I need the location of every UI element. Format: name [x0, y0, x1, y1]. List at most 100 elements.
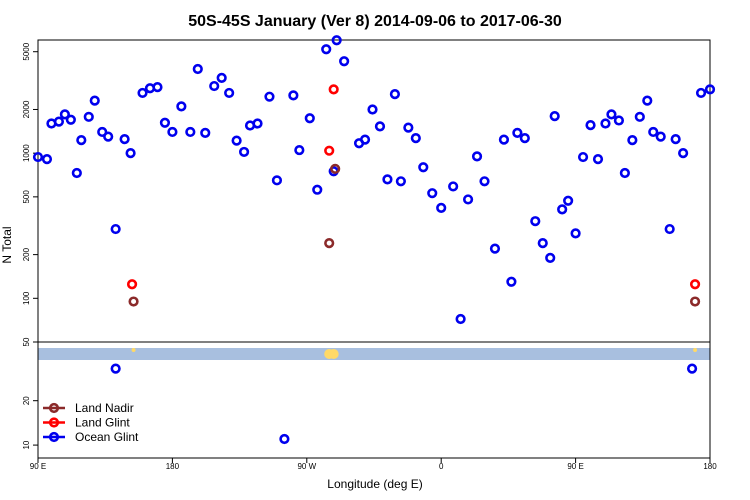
data-point-ocean-glint: [664, 223, 675, 235]
data-point-ocean-glint: [59, 109, 70, 120]
legend-label: Land Glint: [75, 416, 130, 430]
data-point-ocean-glint: [455, 313, 466, 325]
y-tick-label: 20: [22, 396, 31, 405]
band-marker: [693, 348, 698, 352]
data-point-ocean-glint: [288, 90, 299, 101]
data-point-ocean-glint: [71, 167, 82, 179]
y-tick-label: 50: [22, 337, 31, 346]
data-point-ocean-glint: [209, 80, 220, 92]
lower-panel-band: [38, 348, 710, 360]
data-point-ocean-glint: [642, 95, 653, 106]
x-axis-label: Longitude (deg E): [327, 477, 422, 491]
data-point-ocean-glint: [32, 151, 44, 163]
band-marker: [131, 348, 136, 352]
data-point-ocean-glint: [374, 121, 386, 132]
band-marker: [328, 349, 339, 359]
data-point-ocean-glint: [530, 216, 541, 227]
data-point-ocean-glint: [648, 126, 659, 138]
data-point-ocean-glint: [418, 162, 429, 173]
lower-panel-band-layer: [38, 348, 710, 360]
data-point-ocean-glint: [686, 363, 698, 374]
data-point-ocean-glint: [389, 89, 401, 100]
data-point-land-nadir: [330, 163, 341, 174]
data-point-ocean-glint: [585, 120, 596, 131]
data-point-ocean-glint: [119, 133, 130, 145]
data-point-land-glint: [324, 145, 335, 156]
data-point-ocean-glint: [489, 243, 501, 254]
data-point-ocean-glint: [479, 176, 490, 187]
y-tick-label: 5000: [22, 42, 31, 60]
data-point-ocean-glint: [367, 104, 378, 115]
data-point-ocean-glint: [312, 184, 323, 195]
data-point-ocean-glint: [231, 135, 242, 146]
y-tick-label: 10: [22, 440, 31, 449]
data-point-ocean-glint: [200, 127, 211, 138]
data-point-ocean-glint: [279, 433, 290, 445]
data-point-ocean-glint: [65, 114, 76, 125]
data-point-ocean-glint: [627, 135, 638, 146]
data-point-ocean-glint: [655, 131, 666, 142]
data-point-ocean-glint: [519, 132, 530, 144]
data-point-ocean-glint: [159, 117, 171, 128]
x-tick-label: 180: [166, 462, 180, 471]
y-tick-label: 100: [22, 291, 31, 305]
data-point-ocean-glint: [216, 72, 227, 84]
lower-panel-frame: [37, 341, 711, 459]
data-point-ocean-glint: [125, 148, 136, 159]
data-points: [32, 35, 716, 445]
data-point-ocean-glint: [498, 134, 510, 145]
data-point-ocean-glint: [339, 56, 350, 67]
data-point-ocean-glint: [294, 144, 305, 156]
panel-frames: [37, 39, 711, 459]
y-tick-label: 200: [22, 247, 31, 261]
legend-marker: [48, 402, 60, 414]
legend-marker: [48, 431, 60, 443]
y-tick-label: 1000: [22, 144, 31, 162]
data-point-ocean-glint: [41, 154, 53, 165]
y-tick-label: 2000: [22, 100, 31, 118]
data-point-ocean-glint: [563, 195, 574, 206]
data-point-land-nadir: [128, 296, 139, 307]
data-point-ocean-glint: [331, 35, 342, 46]
data-point-ocean-glint: [436, 202, 447, 213]
legend-label: Ocean Glint: [75, 430, 139, 444]
legend-label: Land Nadir: [75, 401, 134, 415]
data-point-land-nadir: [324, 238, 335, 249]
data-point-ocean-glint: [103, 131, 114, 142]
data-point-ocean-glint: [110, 223, 121, 235]
data-point-ocean-glint: [359, 134, 371, 145]
x-tick-label: 90 W: [297, 462, 316, 471]
data-point-ocean-glint: [271, 175, 283, 186]
data-point-ocean-glint: [678, 148, 689, 159]
data-point-ocean-glint: [89, 95, 100, 106]
data-point-ocean-glint: [97, 126, 108, 138]
data-point-ocean-glint: [695, 87, 707, 99]
data-point-ocean-glint: [577, 151, 589, 163]
data-point-ocean-glint: [512, 127, 523, 138]
data-point-ocean-glint: [137, 87, 148, 99]
data-point-ocean-glint: [238, 146, 250, 158]
data-point-ocean-glint: [321, 44, 332, 55]
data-point-ocean-glint: [592, 154, 604, 165]
data-point-ocean-glint: [152, 82, 163, 93]
data-point-ocean-glint: [403, 122, 414, 133]
data-point-ocean-glint: [76, 135, 87, 146]
data-point-ocean-glint: [53, 116, 65, 127]
y-tick-label: 500: [22, 190, 31, 204]
x-axis-ticks: 90 E 180 90 W 0 90 E 180: [30, 458, 717, 471]
data-point-land-glint: [689, 279, 701, 290]
data-point-ocean-glint: [704, 84, 716, 95]
data-point-ocean-glint: [471, 151, 483, 162]
data-point-ocean-glint: [167, 126, 178, 138]
data-point-ocean-glint: [537, 238, 548, 249]
x-tick-label: 180: [703, 462, 717, 471]
data-point-ocean-glint: [410, 132, 421, 144]
data-point-ocean-glint: [557, 204, 568, 215]
data-point-ocean-glint: [83, 111, 94, 122]
data-point-ocean-glint: [600, 118, 611, 129]
y-axis-label: N Total: [0, 226, 14, 263]
data-point-ocean-glint: [395, 176, 406, 187]
data-point-ocean-glint: [192, 63, 203, 75]
